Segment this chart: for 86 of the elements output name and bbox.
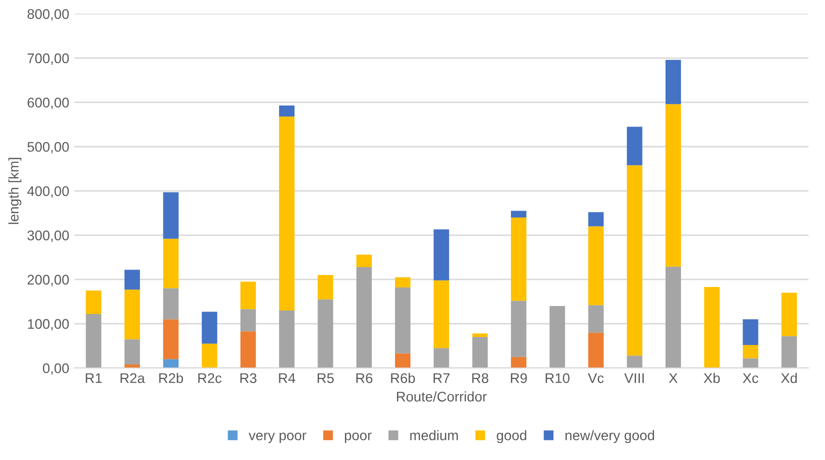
bar <box>626 356 642 368</box>
bar <box>279 105 295 117</box>
bar <box>434 229 450 280</box>
legend-label: medium <box>410 430 458 440</box>
bar <box>626 126 642 166</box>
legend-label: very poor <box>248 432 306 444</box>
bar <box>742 358 758 368</box>
x-tick-label: R6b <box>391 372 415 384</box>
bar <box>240 331 256 368</box>
bar <box>588 305 604 333</box>
bar <box>240 309 256 332</box>
bar <box>163 288 179 320</box>
y-tick-label: 600,00 <box>28 98 69 110</box>
x-tick-label: R10 <box>546 373 570 384</box>
x-tick-label: R2b <box>159 372 184 384</box>
x-tick-label: Xd <box>780 372 797 384</box>
bar <box>124 270 140 290</box>
bar <box>510 210 526 218</box>
bar <box>318 299 334 368</box>
x-tick-label: R9 <box>510 373 527 384</box>
bar <box>124 290 140 340</box>
bar <box>588 332 604 368</box>
x-tick-label: Xc <box>742 373 758 384</box>
x-tick-label: R7 <box>434 373 450 383</box>
bar <box>510 356 526 368</box>
bar <box>395 277 410 288</box>
bar <box>588 226 604 306</box>
bar <box>510 300 526 357</box>
bar <box>86 314 102 368</box>
bar <box>163 319 179 360</box>
legend-label: new/very good <box>566 430 654 444</box>
x-tick-label: R4 <box>279 373 296 383</box>
x-tick-label: R8 <box>472 373 488 384</box>
x-tick-label: R2a <box>120 373 145 384</box>
y-axis-title: length [km] <box>8 158 22 224</box>
bar <box>588 212 604 226</box>
bar <box>202 344 218 368</box>
bar <box>510 217 526 301</box>
x-tick-label: R2c <box>198 373 222 384</box>
bar <box>472 337 488 368</box>
x-tick-label: R1 <box>86 373 102 383</box>
y-tick-label: 800,00 <box>28 9 69 21</box>
legend-label: poor <box>344 432 372 444</box>
bar <box>163 238 179 288</box>
bar <box>202 312 218 344</box>
y-tick-label: 300,00 <box>27 230 69 242</box>
bar <box>395 287 410 354</box>
bar <box>240 282 256 310</box>
bar <box>434 280 450 348</box>
x-tick-label: R3 <box>240 373 256 384</box>
bar <box>472 333 488 338</box>
x-tick-label: Vc <box>588 373 604 384</box>
bar <box>279 116 295 310</box>
y-tick-label: 200,00 <box>28 274 69 286</box>
bar <box>279 310 295 368</box>
legend-label: good <box>496 430 526 444</box>
bar <box>356 267 372 368</box>
bar <box>395 353 410 368</box>
bar <box>356 254 372 268</box>
bar <box>704 286 720 368</box>
bar <box>86 290 102 314</box>
bar <box>781 336 797 368</box>
x-tick-label: R6 <box>356 373 372 384</box>
x-tick-label: X <box>668 373 678 383</box>
bar <box>666 60 681 104</box>
x-tick-label: VIII <box>624 373 644 383</box>
x-axis-title: Route/Corridor <box>396 391 487 402</box>
x-tick-label: Xb <box>704 372 720 384</box>
bar <box>124 339 140 364</box>
y-tick-label: 400,00 <box>27 186 69 198</box>
bar <box>742 344 758 358</box>
x-tick-label: R5 <box>318 373 334 384</box>
y-tick-label: 100,00 <box>28 319 69 331</box>
bar <box>163 192 179 239</box>
y-tick-label: 0,00 <box>42 363 69 375</box>
y-tick-label: 700,00 <box>28 53 69 65</box>
bar <box>626 165 642 356</box>
bar <box>666 104 681 267</box>
bar <box>163 359 179 368</box>
bar <box>781 292 797 336</box>
bar <box>550 306 566 368</box>
bar <box>318 275 334 300</box>
bar <box>666 266 681 368</box>
bar <box>434 348 450 368</box>
y-tick-label: 500,00 <box>27 142 69 154</box>
bar <box>742 319 758 345</box>
